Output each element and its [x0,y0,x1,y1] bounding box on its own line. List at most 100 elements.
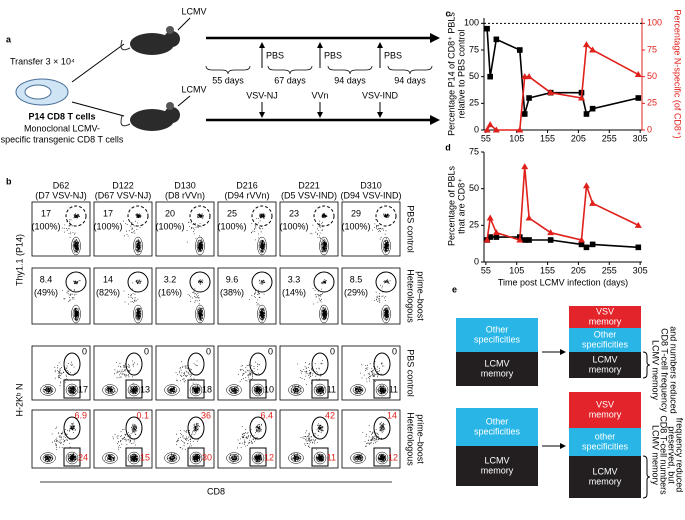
contour [352,454,364,462]
contour [193,387,199,393]
contour [42,386,54,394]
marker [526,95,532,101]
column-detail: (D8 rVVn) [165,190,205,200]
marker [583,244,590,251]
mouse-body [130,33,174,55]
brace [387,65,433,75]
marker [578,94,586,101]
contour [322,242,326,250]
marker [492,229,500,236]
contour [377,453,387,463]
contour [313,383,327,397]
arrow-head [560,349,566,355]
y2-tick-label: 50 [647,71,657,81]
column-day: D221 [298,180,320,190]
gate-value: 23 [289,208,299,218]
mouse-tail [120,39,131,51]
contour [231,455,237,461]
marker [486,121,494,128]
box-label: specificities [474,426,521,436]
after-box [569,392,641,428]
panel-letter: e [452,284,457,294]
contour [319,236,329,256]
after-box [569,328,641,352]
interval-label: 67 days [274,75,306,85]
mouse-head [164,107,180,123]
gate-fraction: (100%) [155,221,184,231]
gate [127,205,149,227]
gate-fraction: (49%) [34,287,58,297]
contour [379,455,385,461]
marker [525,214,533,221]
marker [487,73,493,80]
box-label: memory [589,476,622,486]
after-box [569,352,641,378]
contour [377,385,387,395]
gate-value: 12 [388,452,398,462]
note: frequency reduced [675,418,685,493]
contour [71,304,81,324]
gate-value: 18 [202,384,212,394]
gate [249,416,267,440]
contour [71,236,81,256]
y2-tick-label: 25 [647,98,657,108]
gate [313,271,335,293]
marker [547,89,555,96]
contour [191,453,201,463]
contour [67,453,77,463]
box-label: memory [589,316,622,326]
contour [375,451,389,465]
contour [257,236,267,256]
gate [125,447,143,467]
marker [589,105,596,112]
y-axis-label: Percentage of PBLs [446,165,456,246]
contour [317,455,323,461]
y-tick-label: 25 [469,98,479,108]
connector [71,101,125,117]
contour [40,384,56,396]
marker [547,237,554,243]
contour [317,387,323,393]
contour [40,452,56,464]
contour [381,236,391,256]
gate-value: 0 [206,346,211,356]
contour [290,386,302,394]
x-tick-label: 305 [633,133,648,143]
interval-label: 94 days [394,75,426,85]
gate-value: 3.2 [164,274,177,284]
gate [63,352,81,376]
y-tick-label: 50 [469,71,479,81]
gate-value: 8.5 [350,274,363,284]
box-label: Other [594,329,617,339]
box-label: LCMV [592,466,617,476]
contour [104,386,116,394]
contour [195,304,205,324]
gate-value: 0 [392,346,397,356]
note: and numbers reduced [669,326,679,414]
arrow-head [317,42,323,48]
control-boost: PBS [324,50,342,60]
contour [384,242,388,250]
gate-value: 11 [327,384,336,394]
marker [492,126,500,133]
gate-value: 17 [41,208,51,218]
marker [516,47,523,53]
before-box [456,352,538,386]
contour [255,455,261,461]
x-tick-label: 55 [481,133,491,143]
interval-label: 55 days [212,75,244,85]
y-tick-label: 75 [469,146,479,156]
contour [129,453,139,463]
marker [486,214,494,221]
contour [107,455,113,461]
box-label: other [595,431,616,441]
contour [69,387,75,393]
marker [516,126,524,133]
contour [253,385,263,395]
arrow-head [377,42,383,48]
gate-value: 14 [387,410,397,420]
arrow-head [259,42,265,48]
contour [319,304,329,324]
